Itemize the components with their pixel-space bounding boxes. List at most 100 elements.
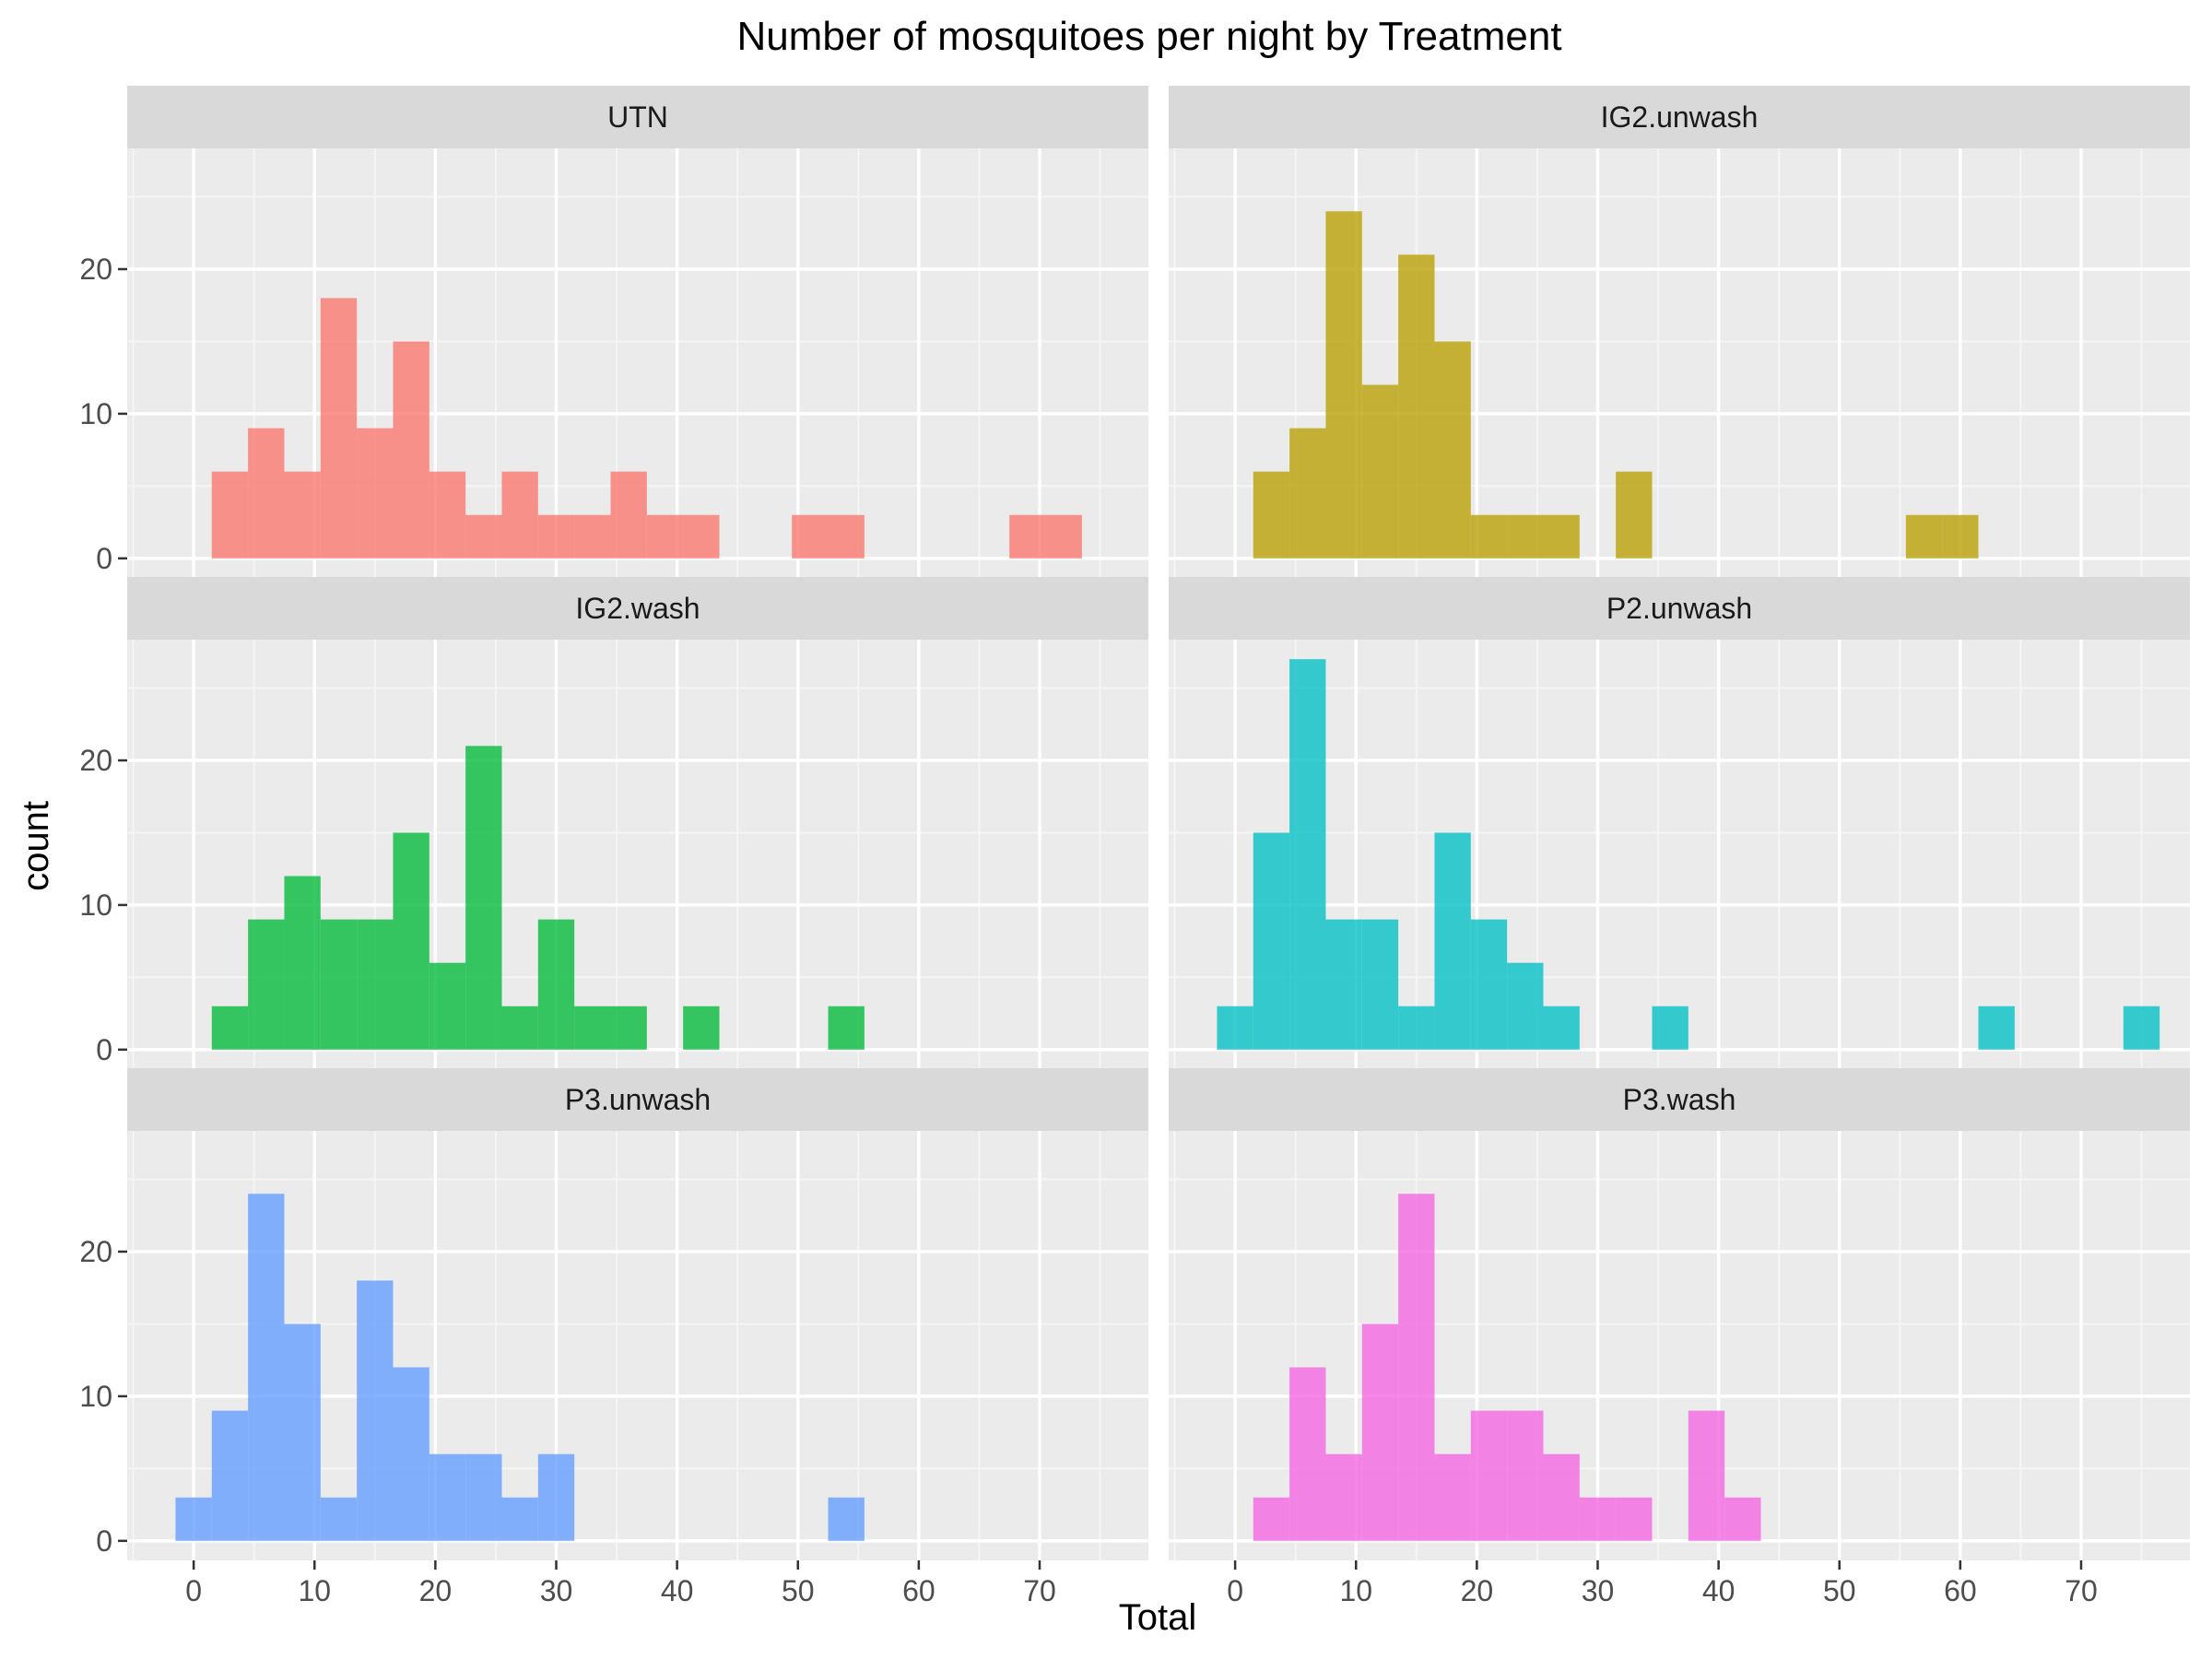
histogram-bar	[574, 1006, 611, 1050]
y-axis-label: count	[16, 801, 56, 891]
x-tick-label: 30	[540, 1574, 573, 1607]
histogram-bar	[1361, 1324, 1399, 1541]
facet-strip	[127, 577, 1148, 640]
facet-panel-p3-wash: P3.wash 0 10 20 30 40 50 60 70	[1169, 1068, 2190, 1607]
histogram-bar	[1253, 471, 1290, 559]
facet-panel-p2-unwash: P2.unwash	[1169, 577, 2190, 1069]
histogram-bar	[248, 1194, 285, 1541]
histogram-bar	[537, 919, 575, 1050]
histogram-bar	[211, 1410, 249, 1541]
y-tick-label: 10	[79, 888, 112, 922]
histogram-bar	[1434, 1453, 1471, 1541]
histogram-bar	[1434, 341, 1471, 559]
x-tick-label: 20	[419, 1574, 453, 1607]
facet-strip	[1169, 577, 2190, 640]
y-tick-label: 20	[79, 744, 112, 777]
y-tick-label: 0	[96, 542, 112, 575]
facet-panel-p3-unwash: P3.unwash 0 10 20 0 10 20 30 40 50 60 70	[79, 1068, 1148, 1607]
x-tick-label: 60	[902, 1574, 935, 1607]
x-tick-label: 40	[661, 1574, 694, 1607]
histogram-bar	[1289, 428, 1326, 559]
histogram-bar	[1579, 1497, 1617, 1541]
histogram-bar	[501, 471, 538, 559]
histogram-bar	[1507, 1410, 1544, 1541]
histogram-bar	[357, 428, 394, 559]
histogram-bar	[1253, 832, 1290, 1050]
x-tick-label: 70	[2065, 1574, 2098, 1607]
histogram-bar	[1470, 514, 1508, 559]
histogram-bar	[1470, 1410, 1508, 1541]
y-tick-label: 0	[96, 1033, 112, 1066]
histogram-bar	[1045, 514, 1082, 559]
histogram-bar	[828, 1497, 865, 1541]
histogram-bar	[284, 876, 321, 1050]
histogram-bar	[1905, 514, 1943, 559]
x-tick-label: 0	[185, 1574, 202, 1607]
histogram-bar	[1253, 1497, 1290, 1541]
histogram-bar	[1470, 919, 1508, 1050]
x-tick-label: 0	[1227, 1574, 1243, 1607]
histogram-bar	[1398, 1006, 1435, 1050]
facet-strip-label: IG2.wash	[575, 592, 700, 625]
histogram-bar	[501, 1497, 538, 1541]
histogram-bar	[465, 746, 502, 1050]
histogram-bar	[1543, 1453, 1580, 1541]
histogram-bar	[1325, 919, 1362, 1050]
histogram-bar	[465, 1453, 502, 1541]
histogram-bar	[393, 832, 429, 1050]
histogram-bar	[792, 514, 829, 559]
facet-strip-label: IG2.unwash	[1601, 100, 1759, 134]
histogram-bar	[1434, 832, 1471, 1050]
histogram-bar	[1942, 514, 1979, 559]
facet-panels: UTN 0 10 20 IG2.unwash IG2.wash 0 10 20 P2.unwash…	[79, 86, 2190, 1607]
histogram-bar	[646, 514, 684, 559]
histogram-bar	[429, 1453, 466, 1541]
facet-strip	[1169, 86, 2190, 148]
facet-panel-ig2-wash: IG2.wash 0 10 20	[79, 577, 1148, 1069]
facet-strip	[1169, 1068, 2190, 1131]
histogram-bar	[2123, 1006, 2160, 1050]
facet-strip-label: P3.unwash	[565, 1083, 711, 1116]
histogram-bar	[320, 298, 358, 559]
histogram-bar	[284, 471, 321, 559]
histogram-bar	[1543, 514, 1580, 559]
facet-strip-label: P3.wash	[1623, 1083, 1736, 1116]
histogram-bar	[429, 962, 466, 1050]
histogram-bar	[465, 514, 502, 559]
x-tick-label: 50	[782, 1574, 815, 1607]
histogram-bar	[537, 1453, 575, 1541]
x-tick-label: 60	[1944, 1574, 1977, 1607]
facet-strip-label: P2.unwash	[1606, 592, 1752, 625]
histogram-bar	[1688, 1410, 1725, 1541]
histogram-bar	[1652, 1006, 1688, 1050]
histogram-bar	[393, 341, 429, 559]
y-tick-label: 20	[79, 253, 112, 286]
histogram-bar	[1543, 1006, 1580, 1050]
histogram-bar	[828, 514, 865, 559]
y-tick-label: 10	[79, 397, 112, 430]
facet-panel-ig2-unwash: IG2.unwash	[1169, 86, 2190, 578]
histogram-bar	[501, 1006, 538, 1050]
chart-title: Number of mosquitoes per night by Treatm…	[736, 14, 1561, 59]
histogram-bar	[683, 1006, 720, 1050]
histogram-bar	[1009, 514, 1046, 559]
histogram-bar	[320, 1497, 358, 1541]
histogram-bar	[211, 471, 249, 559]
histogram-bar	[1325, 211, 1362, 559]
facet-panel-utn: UTN 0 10 20	[79, 86, 1148, 578]
histogram-bar	[1616, 1497, 1653, 1541]
histogram-bar	[1289, 1367, 1326, 1541]
histogram-bar	[175, 1497, 212, 1541]
histogram-bar	[1361, 919, 1399, 1050]
x-tick-label: 10	[1339, 1574, 1372, 1607]
histogram-bar	[284, 1324, 321, 1541]
histogram-bar	[1507, 514, 1544, 559]
x-tick-label: 40	[1702, 1574, 1735, 1607]
histogram-bar	[1325, 1453, 1362, 1541]
facet-strip	[127, 86, 1148, 148]
histogram-bar	[357, 1280, 394, 1541]
histogram-bar	[248, 919, 285, 1050]
histogram-bar	[1217, 1006, 1253, 1050]
